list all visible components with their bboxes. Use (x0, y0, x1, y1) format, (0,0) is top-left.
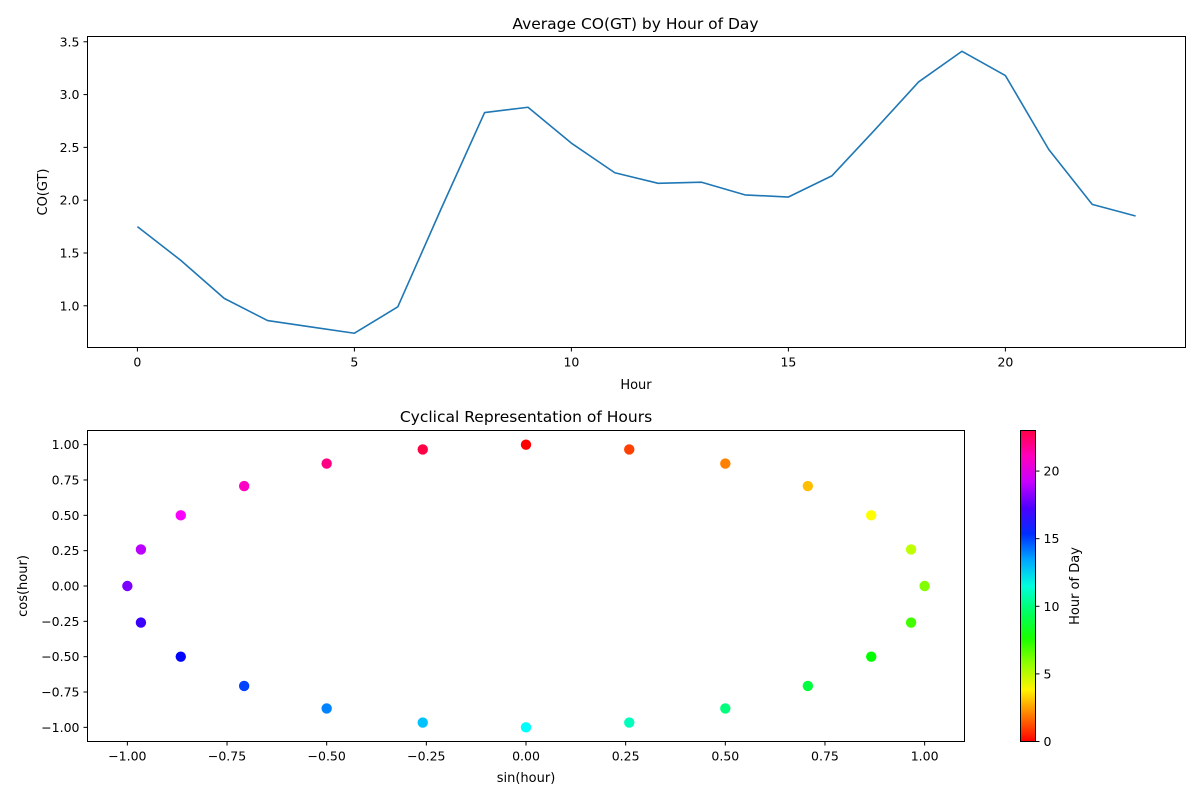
x-tick-label: 0 (133, 355, 141, 370)
y-tick-label: 0.00 (52, 579, 80, 594)
scatter-point (905, 617, 917, 628)
scatter-point (417, 717, 428, 728)
scatter-point (802, 480, 814, 492)
x-axis-label: sin(hour) (497, 771, 556, 786)
y-tick-label: 0.50 (52, 508, 80, 523)
plot-frame (87, 36, 1186, 348)
x-tick-label: −0.25 (407, 749, 445, 764)
scatter-point (520, 439, 532, 450)
y-tick-label: 0.25 (52, 543, 80, 558)
y-axis-label: cos(hour) (16, 555, 31, 617)
y-tick-label: −0.75 (41, 685, 79, 700)
x-tick-label: 5 (350, 355, 358, 370)
scatter-point (321, 703, 332, 714)
scatter-point (866, 651, 877, 662)
chart-title: Cyclical Representation of Hours (400, 408, 652, 426)
y-axis-ticks: 1.0 1.5 2.0 2.5 3.0 3.5 (60, 34, 88, 313)
x-tick-label: −0.75 (208, 749, 246, 764)
colorbar-gradient (1020, 430, 1036, 742)
line-chart: Average CO(GT) by Hour of Day 0 5 10 15 20 1… (36, 15, 1186, 393)
y-tick-label: 1.0 (60, 298, 80, 313)
line-plot-area (136, 50, 1136, 335)
y-tick-label: −0.50 (41, 649, 79, 664)
y-tick-label: 1.00 (52, 437, 80, 452)
colorbar-ticks: 0 5 10 15 20 (1035, 464, 1060, 749)
x-tick-label: −0.50 (308, 749, 346, 764)
y-tick-label: −0.25 (41, 614, 79, 629)
y-tick-label: 0.75 (52, 472, 80, 487)
y-tick-label: 2.5 (60, 140, 80, 155)
y-tick-label: 2.0 (60, 193, 80, 208)
scatter-point (122, 580, 133, 592)
colorbar-tick-label: 0 (1044, 734, 1052, 749)
y-tick-label: 3.0 (60, 87, 80, 102)
x-tick-label: 20 (997, 355, 1013, 370)
x-tick-label: 1.00 (911, 749, 939, 764)
scatter-point (720, 703, 731, 714)
colorbar-tick-label: 20 (1044, 464, 1060, 479)
scatter-point (624, 717, 635, 728)
x-axis-label: Hour (620, 378, 652, 393)
scatter-point (520, 722, 532, 733)
scatter-point (905, 544, 917, 555)
x-tick-label: 0.25 (612, 749, 640, 764)
colorbar: 0 5 10 15 20 Hour of Day (1020, 430, 1083, 749)
y-axis-label: CO(GT) (36, 168, 51, 215)
y-axis-ticks: −1.00 −0.75 −0.50 −0.25 0.00 0.25 0.50 0.75 1.00 (41, 437, 88, 735)
scatter-point (919, 580, 930, 592)
scatter-plot-area (122, 439, 930, 733)
colorbar-label: Hour of Day (1068, 547, 1083, 625)
scatter-chart: Cyclical Representation of Hours −1.00 −0… (16, 408, 1083, 786)
colorbar-tick-label: 5 (1044, 666, 1052, 681)
y-tick-label: 1.5 (60, 245, 80, 260)
x-axis-ticks: 0 5 10 15 20 (133, 347, 1013, 370)
scatter-point (720, 458, 731, 469)
x-tick-label: 0.50 (711, 749, 739, 764)
scatter-point (238, 480, 250, 492)
x-tick-label: 0.75 (811, 749, 839, 764)
scatter-point (624, 444, 635, 455)
scatter-point (321, 458, 332, 469)
scatter-point (135, 617, 147, 628)
scatter-point (135, 544, 147, 555)
x-axis-ticks: −1.00 −0.75 −0.50 −0.25 0.00 0.25 0.50 0.75 1.00 (108, 741, 939, 764)
scatter-point (866, 510, 877, 521)
x-tick-label: 15 (780, 355, 796, 370)
x-tick-label: 0.00 (512, 749, 540, 764)
colorbar-tick-label: 10 (1044, 599, 1060, 614)
x-tick-label: −1.00 (108, 749, 146, 764)
scatter-point (802, 680, 814, 692)
scatter-point (175, 651, 186, 662)
x-tick-label: 10 (563, 355, 579, 370)
y-tick-label: −1.00 (41, 720, 79, 735)
colorbar-tick-label: 15 (1044, 531, 1060, 546)
chart-title: Average CO(GT) by Hour of Day (512, 15, 758, 33)
scatter-point (417, 444, 428, 455)
y-tick-label: 3.5 (60, 34, 80, 49)
scatter-point (238, 680, 250, 692)
scatter-point (175, 510, 186, 521)
series-line (136, 50, 1136, 335)
